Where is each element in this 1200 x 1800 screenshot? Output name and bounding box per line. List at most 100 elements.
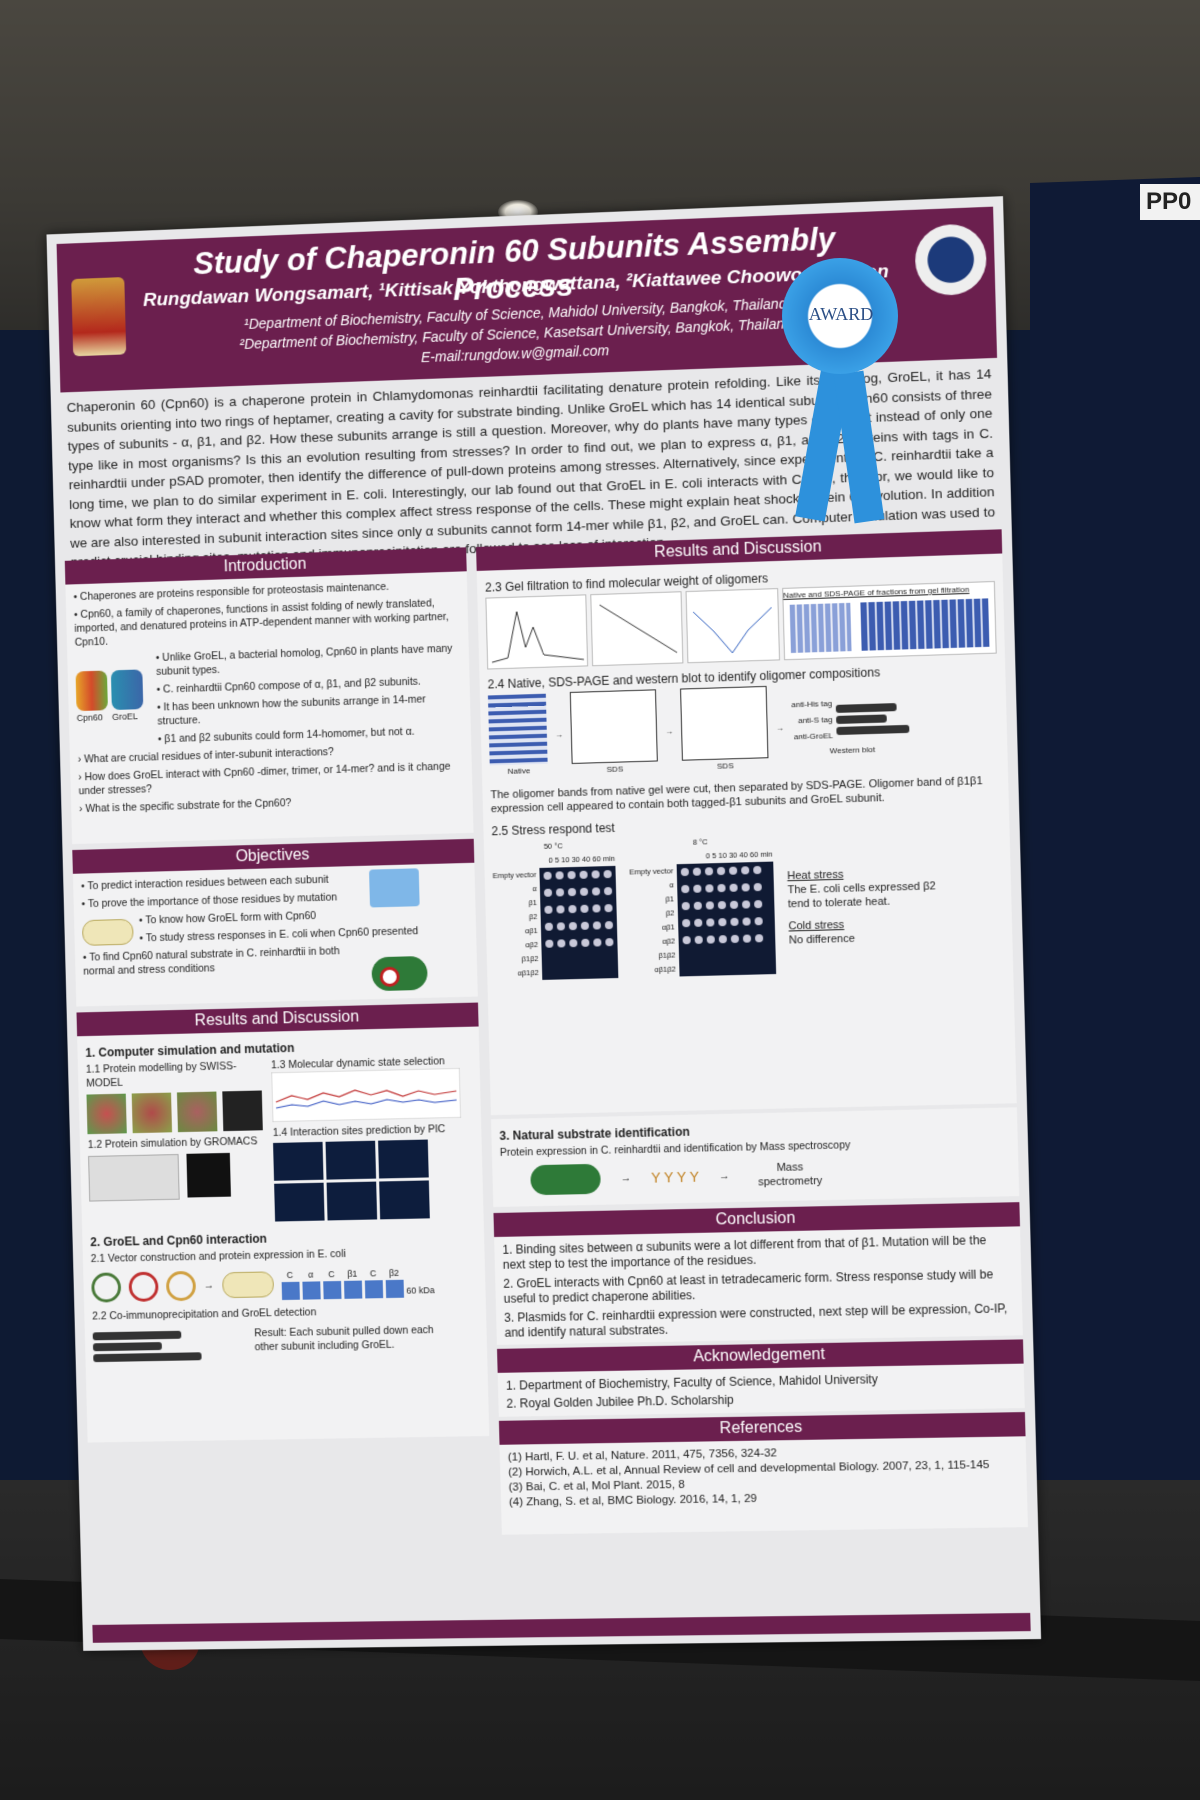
acknowledgement-panel: 1. Department of Biochemistry, Faculty o… bbox=[497, 1363, 1025, 1417]
coip-result: Result: Each subunit pulled down each ot… bbox=[254, 1324, 434, 1354]
conclusion-item: 1. Binding sites between α subunits were… bbox=[502, 1233, 987, 1272]
arrow-icon: → bbox=[554, 730, 564, 740]
native-gel bbox=[487, 693, 548, 766]
groel-structure-icon bbox=[110, 669, 144, 711]
arrow-icon: → bbox=[620, 1172, 632, 1185]
conclusion-item: 2. GroEL interacts with Cpn60 at least i… bbox=[503, 1267, 994, 1306]
strain-label: β1 bbox=[665, 894, 675, 904]
section-2-2-title: 2.2 Co-immunoprecipitation and GroEL det… bbox=[92, 1306, 317, 1323]
plasmid-icon bbox=[128, 1271, 159, 1302]
gel-lane-label: C bbox=[328, 1269, 335, 1280]
rmsd-plot bbox=[271, 1068, 461, 1122]
plasmid-icon bbox=[165, 1270, 197, 1302]
references-panel: (1) Hartl, F. U. et al, Nature. 2011, 47… bbox=[499, 1436, 1028, 1535]
objective-item: • To study stress responses in E. coli w… bbox=[139, 925, 419, 945]
strain-label: β2 bbox=[528, 912, 538, 922]
strain-label: αβ1 bbox=[524, 926, 538, 936]
strain-label: α bbox=[669, 880, 674, 890]
intro-item: • It has been unknown how the subunits a… bbox=[156, 693, 426, 728]
western-blot-row-label: anti-His tag bbox=[791, 698, 833, 710]
computer-icon bbox=[369, 868, 420, 908]
calibration-curve bbox=[590, 591, 684, 667]
intro-item: • Cpn60, a family of chaperones, functio… bbox=[73, 597, 449, 649]
plasmid-icon bbox=[91, 1272, 122, 1303]
arrow-icon: → bbox=[775, 723, 784, 733]
strain-label: β1β2 bbox=[521, 954, 539, 964]
results-left-panel: 1. Computer simulation and mutation 1.1 … bbox=[77, 1026, 490, 1443]
gel-lane-label: β2 bbox=[388, 1267, 400, 1279]
strain-label: β2 bbox=[665, 908, 675, 918]
sds-gel-2 bbox=[680, 685, 769, 761]
poster: Study of Chaperonin 60 Subunits Assembly… bbox=[46, 196, 1042, 1651]
strain-label: αβ2 bbox=[525, 940, 539, 950]
gel-filtration-chromatogram bbox=[485, 594, 589, 670]
protein-model-beta1 bbox=[131, 1092, 173, 1134]
protein-model-beta2 bbox=[176, 1091, 218, 1133]
ecoli-cell-icon bbox=[221, 1271, 274, 1299]
gel-lane-label: C bbox=[369, 1268, 377, 1279]
expression-gel: C α C β1 C β2 60 kDa bbox=[281, 1265, 435, 1301]
gromacs-output-figure bbox=[88, 1154, 180, 1202]
heat-stress-plate bbox=[539, 865, 619, 980]
gromacs-simulation-box bbox=[186, 1152, 231, 1198]
conclusion-panel: 1. Binding sites between α subunits were… bbox=[494, 1226, 1023, 1345]
protein-model-alpha bbox=[86, 1093, 127, 1135]
strain-label: β1 bbox=[528, 898, 538, 908]
western-blot-band bbox=[836, 703, 898, 713]
strain-label: αβ1 bbox=[661, 922, 675, 932]
cold-stress-text: No difference bbox=[788, 932, 855, 947]
western-blot-band bbox=[836, 724, 910, 736]
elution-profile bbox=[685, 588, 780, 664]
western-blot-row-label: anti-GroEL bbox=[793, 731, 834, 742]
strain-label: αβ1β2 bbox=[654, 964, 676, 975]
strain-label: β1β2 bbox=[658, 950, 676, 960]
section-3-panel: 3. Natural substrate identification Prot… bbox=[491, 1107, 1020, 1208]
cpn60-label: Cpn60 bbox=[76, 712, 103, 724]
university-logo-right bbox=[914, 223, 988, 297]
cpn60-structure-icon bbox=[75, 670, 108, 712]
western-blot-band bbox=[836, 714, 888, 724]
strain-label: αβ2 bbox=[662, 936, 676, 946]
strain-label: α bbox=[532, 884, 537, 894]
protein-14mer-model bbox=[222, 1090, 263, 1132]
arrow-icon: → bbox=[203, 1279, 215, 1292]
sds-gel-1-label: SDS bbox=[606, 764, 624, 774]
pic-interaction-grid bbox=[273, 1139, 474, 1222]
left-column: Introduction • Chaperones are proteins r… bbox=[64, 547, 494, 1621]
arrow-icon: → bbox=[718, 1169, 730, 1183]
coip-blot-band bbox=[93, 1352, 202, 1363]
mass-spectrometry-label: Mass spectrometry bbox=[758, 1161, 823, 1189]
strain-label: Empty vector bbox=[629, 866, 674, 877]
gel-lane-label: β1 bbox=[347, 1268, 358, 1279]
western-blot-row-label: anti-S tag bbox=[797, 715, 833, 726]
results-right-panel: 2.3 Gel filtration to find molecular wei… bbox=[476, 553, 1017, 1116]
gel-filtration-sds-page: Native and SDS-PAGE of fractions from ge… bbox=[781, 580, 997, 661]
award-rosette bbox=[782, 258, 898, 374]
sds-gel-1 bbox=[569, 689, 658, 764]
chaperonin-figure: Cpn60 GroEL bbox=[75, 651, 150, 752]
objective-item: • To find Cpn60 natural substrate in C. … bbox=[82, 945, 340, 978]
strain-label: Empty vector bbox=[492, 870, 537, 881]
gel-lane-label: α bbox=[307, 1269, 314, 1280]
gel-kda-label: 60 kDa bbox=[406, 1285, 435, 1296]
coip-blot-band bbox=[92, 1330, 182, 1341]
section-1-2-title: 1.2 Protein simulation by GROMACS bbox=[87, 1135, 258, 1152]
award-label: AWARD bbox=[808, 304, 874, 324]
conclusion-item: 3. Plasmids for C. reinhardtii expressio… bbox=[504, 1301, 1008, 1340]
heat-stress-text: The E. coli cells expressed β2 tend to t… bbox=[787, 880, 936, 911]
section-1-4-title: 1.4 Interaction sites prediction by PIC bbox=[272, 1123, 446, 1139]
university-logo-left bbox=[71, 277, 127, 357]
native-gel-label: Native bbox=[507, 766, 531, 776]
sds-gel-2-label: SDS bbox=[716, 761, 734, 771]
pulldown-protein-icon: Y Y Y Y bbox=[650, 1168, 700, 1186]
arrow-icon: → bbox=[664, 726, 674, 737]
objectives-panel: • To predict interaction residues betwee… bbox=[72, 862, 478, 1007]
ecoli-cell-icon bbox=[81, 918, 134, 946]
oligomer-note: The oligomer bands from native gel were … bbox=[490, 775, 983, 816]
section-1-1-title: 1.1 Protein modelling by SWISS-MODEL bbox=[85, 1060, 237, 1090]
introduction-panel: • Chaperones are proteins responsible fo… bbox=[65, 571, 474, 845]
right-column: Results and Discussion 2.3 Gel filtratio… bbox=[476, 529, 1031, 1635]
strain-label: αβ1β2 bbox=[517, 968, 539, 978]
coip-blot-band bbox=[92, 1342, 162, 1352]
cold-stress-plate bbox=[676, 861, 776, 977]
